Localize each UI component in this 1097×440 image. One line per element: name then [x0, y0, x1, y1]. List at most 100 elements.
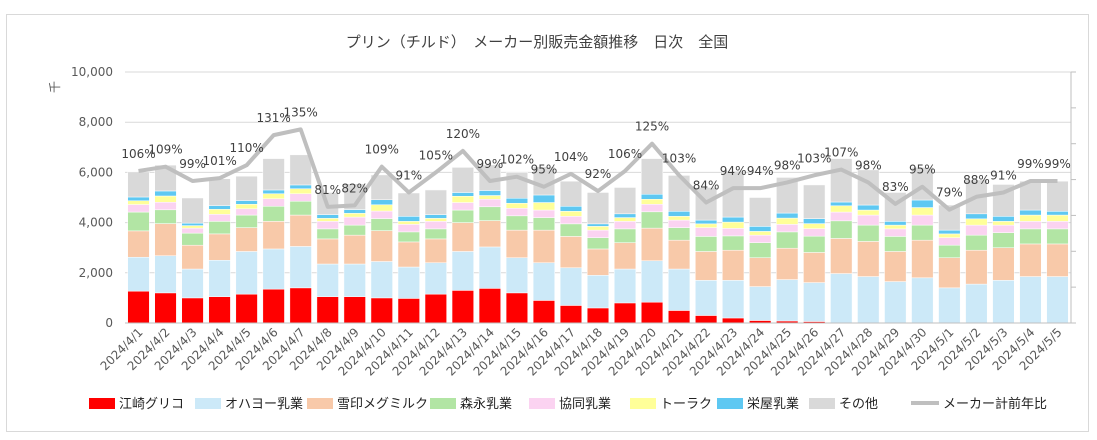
bar-segment: [235, 214, 258, 228]
bar-segment: [532, 194, 556, 203]
bar-segment: [1019, 209, 1042, 216]
bar-segment: [208, 296, 231, 324]
bar-segment: [965, 234, 988, 251]
bar-segment: [370, 199, 393, 206]
bar-segment: [316, 218, 339, 222]
bar-segment: [262, 158, 285, 191]
ratio-line-layer: 106%109%99%101%110%131%135%81% 82%109%91%…: [121, 105, 1071, 212]
bar-segment: [154, 255, 177, 294]
bar-segment: [289, 214, 312, 247]
bar-segment: [262, 288, 285, 324]
bar-segment: [154, 209, 177, 224]
y-tick-label: 0: [105, 316, 113, 330]
bar-segment: [208, 214, 231, 222]
ratio-data-label: 81%: [314, 183, 341, 197]
ratio-data-label: 107%: [824, 146, 858, 160]
bar-segment: [208, 233, 231, 261]
bar-segment: [965, 249, 988, 285]
bar-segment: [343, 224, 366, 236]
legend-label: メーカー計前年比: [943, 396, 1047, 412]
bar-segment: [586, 275, 610, 309]
bar-segment: [668, 268, 691, 311]
bar-segment: [154, 190, 177, 197]
bar-segment: [343, 209, 366, 214]
bar-segment: [127, 200, 150, 205]
bar-segment: [451, 167, 474, 193]
bar-segment: [722, 280, 745, 319]
bar-segment: [695, 227, 718, 237]
bar-segment: [830, 201, 853, 207]
bar-segment: [370, 218, 393, 231]
bar-segment: [478, 246, 501, 289]
bar-segment: [695, 251, 718, 281]
bar-segment: [262, 198, 285, 207]
bar-segment: [938, 257, 961, 289]
bar-segment: [1046, 221, 1069, 230]
bar-segment: [451, 192, 474, 197]
bar-segment: [965, 283, 988, 324]
bar-segment: [911, 207, 934, 216]
bar-segment: [235, 208, 258, 216]
bar-segment: [857, 241, 880, 277]
bar-segment: [532, 262, 556, 301]
bar-segment: [370, 261, 393, 299]
bar-segment: [262, 189, 285, 194]
ratio-data-label: 82%: [341, 181, 368, 195]
bar-segment: [370, 230, 393, 262]
bar-segment: [1019, 214, 1042, 222]
ratio-data-label: 106%: [608, 147, 642, 161]
bar-segment: [613, 187, 637, 215]
ratio-data-label: 88%: [963, 173, 990, 187]
bar-segment: [613, 221, 637, 230]
bar-segment: [262, 206, 285, 222]
bar-segment: [586, 223, 610, 227]
ratio-data-label: 109%: [148, 143, 182, 157]
bar-segment: [749, 286, 772, 321]
bar-segment: [397, 221, 420, 225]
bar-segment: [722, 235, 745, 251]
ratio-data-label: 98%: [855, 158, 882, 172]
bar-segment: [749, 226, 772, 232]
ratio-data-label: 92%: [585, 167, 612, 181]
bar-segment: [559, 180, 583, 207]
ratio-data-label: 91%: [395, 168, 422, 182]
bar-segment: [208, 205, 231, 210]
bar-segment: [505, 198, 528, 204]
bar-segment: [316, 221, 339, 230]
bar-segment: [370, 210, 393, 219]
ratio-data-label: 79%: [936, 186, 963, 200]
ratio-data-label: 120%: [446, 127, 480, 141]
bar-segment: [586, 192, 610, 225]
bar-segment: [127, 196, 150, 202]
chart-title: プリン（チルド） メーカー別販売金額推移 日次 全国: [346, 33, 729, 51]
bar-segment: [1046, 228, 1069, 245]
legend-label: 森永乳業: [460, 396, 512, 412]
bar-segment: [830, 158, 853, 203]
bar-segment: [965, 213, 988, 220]
bar-segment: [776, 247, 799, 280]
bar-segment: [830, 211, 853, 222]
bar-segment: [640, 211, 664, 229]
bar-segment: [803, 252, 826, 283]
bar-segment: [668, 239, 691, 270]
bar-segment: [695, 236, 718, 252]
legend-label: 協同乳業: [559, 396, 611, 412]
bar-segment: [586, 229, 610, 238]
chart-canvas: プリン（チルド） メーカー別販売金額推移 日次 全国 千 0 2,000 4,000…: [48, 33, 1076, 412]
bar-segment: [424, 214, 447, 219]
bar-segment: [235, 227, 258, 252]
bar-segment: [397, 224, 420, 233]
bar-segment: [478, 220, 501, 248]
bar-segment: [911, 214, 934, 226]
bar-segment: [397, 216, 420, 222]
bar-segment: [235, 293, 258, 324]
bar-segment: [559, 236, 583, 269]
y-tick-label: 6,000: [79, 165, 113, 179]
bar-segment: [668, 211, 691, 217]
ratio-data-label: 99%: [1017, 157, 1044, 171]
bar-segment: [316, 228, 339, 240]
bar-segment: [722, 216, 745, 223]
bar-segment: [235, 200, 258, 205]
legend-swatch: [195, 398, 221, 409]
bar-segment: [1019, 221, 1042, 230]
